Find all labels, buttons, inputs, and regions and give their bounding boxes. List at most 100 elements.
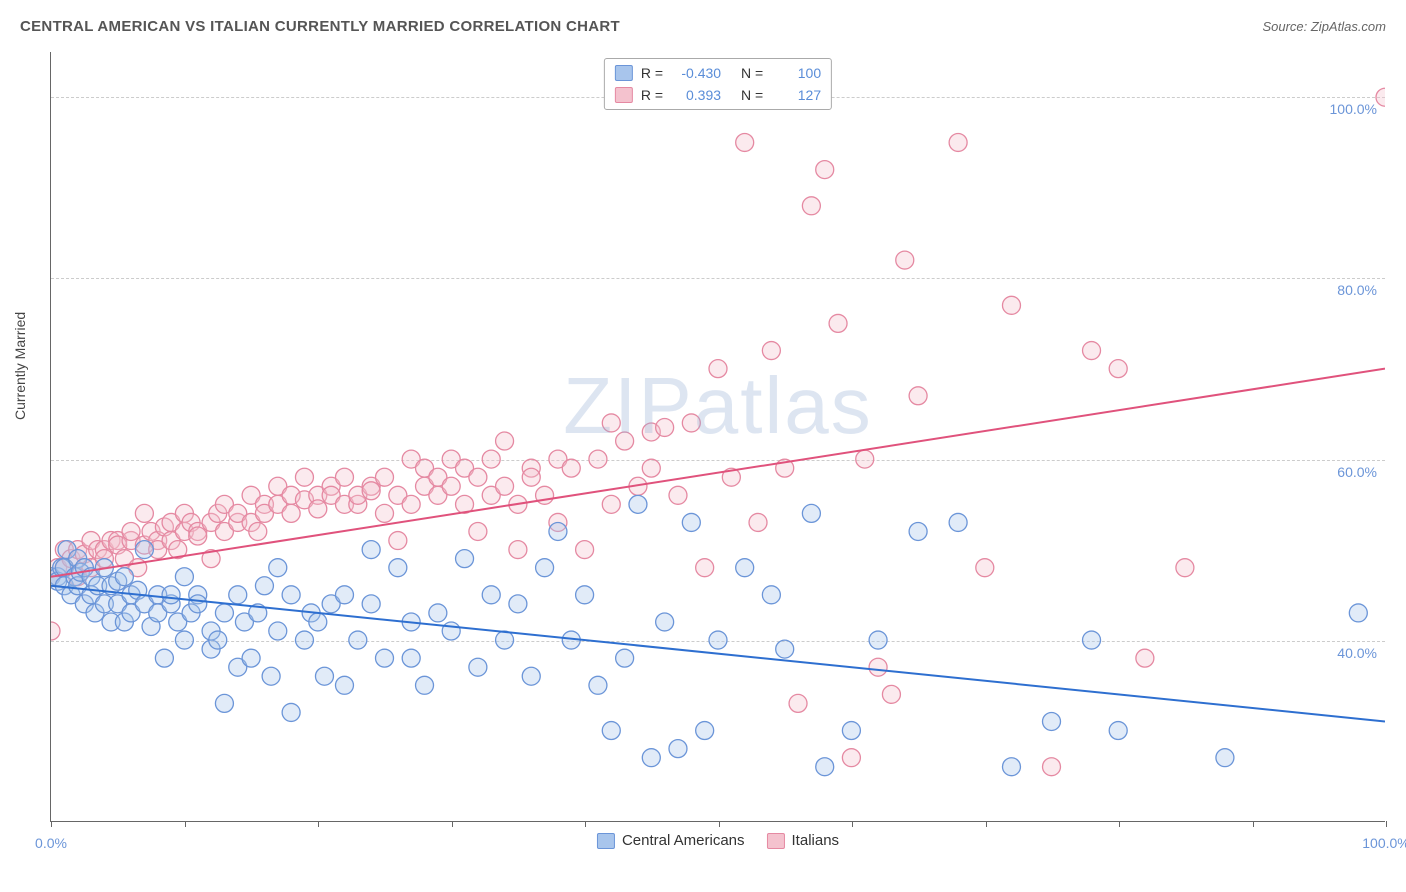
data-point (349, 631, 367, 649)
data-point (682, 414, 700, 432)
data-point (589, 450, 607, 468)
data-point (949, 133, 967, 151)
data-point (509, 541, 527, 559)
data-point (1349, 604, 1367, 622)
source-prefix: Source: (1262, 19, 1310, 34)
data-point (469, 468, 487, 486)
data-point (802, 197, 820, 215)
data-point (696, 559, 714, 577)
stats-n-value-1: 100 (771, 62, 821, 84)
data-point (362, 482, 380, 500)
data-point (135, 541, 153, 559)
data-point (189, 527, 207, 545)
data-point (282, 703, 300, 721)
data-point (469, 523, 487, 541)
x-tick (1386, 821, 1387, 827)
data-point (496, 631, 514, 649)
data-point (1002, 758, 1020, 776)
data-point (576, 586, 594, 604)
data-point (749, 513, 767, 531)
data-point (709, 360, 727, 378)
data-point (389, 559, 407, 577)
x-tick-label: 0.0% (35, 835, 67, 851)
data-point (669, 740, 687, 758)
data-point (335, 676, 353, 694)
data-point (789, 694, 807, 712)
data-point (616, 649, 634, 667)
data-point (335, 468, 353, 486)
data-point (656, 613, 674, 631)
data-point (155, 649, 173, 667)
data-point (762, 342, 780, 360)
data-point (1043, 712, 1061, 730)
data-point (416, 676, 434, 694)
data-point (442, 622, 460, 640)
data-point (429, 604, 447, 622)
data-point (1176, 559, 1194, 577)
x-tick (852, 821, 853, 827)
data-point (709, 631, 727, 649)
x-tick (51, 821, 52, 827)
stats-r-value-2: 0.393 (671, 84, 721, 106)
data-point (576, 541, 594, 559)
stats-n-label: N = (741, 62, 763, 84)
stats-n-value-2: 127 (771, 84, 821, 106)
x-tick (318, 821, 319, 827)
data-point (949, 513, 967, 531)
data-point (1043, 758, 1061, 776)
data-point (522, 667, 540, 685)
x-tick (185, 821, 186, 827)
data-point (255, 577, 273, 595)
source-link[interactable]: ZipAtlas.com (1311, 19, 1386, 34)
data-point (909, 523, 927, 541)
data-point (242, 649, 260, 667)
data-point (1083, 631, 1101, 649)
data-point (376, 504, 394, 522)
data-point (536, 559, 554, 577)
data-point (315, 667, 333, 685)
data-point (122, 523, 140, 541)
data-point (629, 495, 647, 513)
data-point (189, 595, 207, 613)
data-point (456, 550, 474, 568)
data-point (549, 523, 567, 541)
data-point (669, 486, 687, 504)
data-point (1136, 649, 1154, 667)
data-point (522, 468, 540, 486)
data-point (589, 676, 607, 694)
stats-r-label: R = (641, 62, 663, 84)
data-point (562, 459, 580, 477)
data-point (882, 685, 900, 703)
stats-row-series-2: R = 0.393 N = 127 (615, 84, 821, 106)
x-tick (986, 821, 987, 827)
data-point (282, 504, 300, 522)
data-point (736, 133, 754, 151)
data-point (816, 161, 834, 179)
source-attribution: Source: ZipAtlas.com (1262, 19, 1386, 34)
data-point (856, 450, 874, 468)
legend-item-1: Central Americans (597, 832, 745, 849)
data-point (656, 418, 674, 436)
swatch-icon (615, 87, 633, 103)
swatch-icon (615, 65, 633, 81)
data-point (402, 649, 420, 667)
data-point (51, 622, 60, 640)
data-point (869, 658, 887, 676)
data-point (869, 631, 887, 649)
data-point (269, 559, 287, 577)
data-point (642, 459, 660, 477)
data-point (295, 631, 313, 649)
legend: Central Americans Italians (597, 832, 839, 849)
data-point (482, 450, 500, 468)
swatch-icon (597, 833, 615, 849)
data-point (469, 658, 487, 676)
data-point (1083, 342, 1101, 360)
data-point (376, 649, 394, 667)
legend-item-2: Italians (767, 832, 840, 849)
data-point (1216, 749, 1234, 767)
data-point (115, 568, 133, 586)
plot-svg (51, 52, 1385, 821)
stats-r-value-1: -0.430 (671, 62, 721, 84)
data-point (135, 504, 153, 522)
data-point (896, 251, 914, 269)
